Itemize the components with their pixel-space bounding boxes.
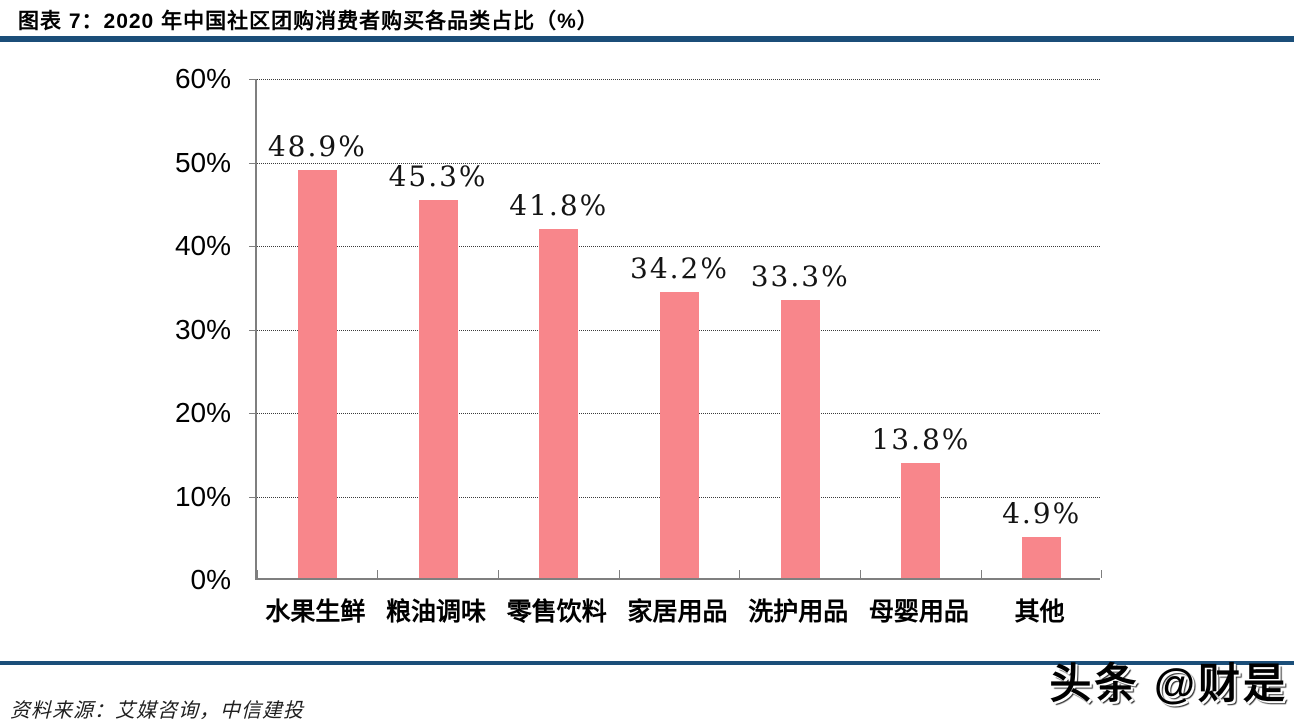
x-axis-label: 洗护用品 bbox=[748, 598, 849, 626]
y-axis-tick-label: 0% bbox=[190, 564, 231, 595]
y-axis-tick bbox=[249, 79, 257, 80]
bar-value-label: 13.8% bbox=[871, 422, 971, 456]
x-axis-tick bbox=[256, 570, 258, 578]
x-axis-label: 母婴用品 bbox=[868, 598, 969, 626]
title-divider bbox=[0, 36, 1294, 42]
bar-6 bbox=[901, 462, 941, 578]
y-axis-tick-label: 20% bbox=[174, 397, 231, 428]
footer-divider bbox=[0, 661, 1294, 665]
y-axis-tick bbox=[249, 413, 257, 414]
plot-area: 48.9% 45.3% 41.8% 34.2% 33.3% 13.8% 4.9% bbox=[249, 79, 1102, 580]
gridline bbox=[257, 162, 1100, 164]
gridline bbox=[257, 79, 1100, 80]
chart-title: 图表 7：2020 年中国社区团购消费者购买各品类占比（%） bbox=[18, 10, 599, 33]
x-axis-tick bbox=[1101, 570, 1102, 578]
y-axis-tick bbox=[249, 329, 257, 331]
x-axis-tick bbox=[497, 570, 499, 578]
x-axis-tick bbox=[618, 570, 620, 578]
y-axis-tick-label: 50% bbox=[174, 146, 231, 178]
bar-value-label: 48.9% bbox=[267, 129, 367, 163]
x-axis-labels: 水果生鲜 粮油调味 零售饮料 家居用品 洗护用品 母婴用品 其他 bbox=[255, 596, 1100, 632]
bar-2 bbox=[418, 199, 458, 578]
bar-4 bbox=[660, 292, 699, 578]
y-axis-labels: 0% 10% 20% 30% 40% 50% 60% bbox=[0, 64, 243, 595]
y-axis-tick bbox=[249, 496, 257, 498]
bar-5 bbox=[780, 299, 820, 578]
x-axis-label: 其他 bbox=[1014, 598, 1065, 626]
source-note: 资料来源：艾媒咨询，中信建投 bbox=[10, 700, 304, 722]
y-axis-tick-label: 40% bbox=[174, 230, 231, 261]
x-axis-tick bbox=[739, 570, 741, 578]
bar-value-label: 33.3% bbox=[750, 259, 850, 293]
gridline bbox=[257, 246, 1100, 247]
x-axis-label: 粮油调味 bbox=[386, 598, 487, 626]
bar-value-label: 34.2% bbox=[630, 252, 729, 286]
bar-value-label: 45.3% bbox=[388, 159, 488, 193]
x-axis-label: 水果生鲜 bbox=[265, 598, 366, 626]
bar-value-label: 4.9% bbox=[1002, 497, 1082, 531]
x-axis-tick bbox=[980, 570, 982, 578]
y-axis-tick-label: 60% bbox=[174, 63, 231, 94]
y-axis-tick-label: 30% bbox=[174, 313, 231, 345]
y-axis-tick bbox=[249, 162, 257, 164]
bar-3 bbox=[539, 228, 579, 578]
bar-7 bbox=[1022, 537, 1062, 578]
watermark: 头条 @财是 bbox=[1049, 660, 1288, 707]
x-axis-label: 家居用品 bbox=[627, 598, 728, 626]
x-axis-tick bbox=[377, 570, 379, 578]
bar-value-label: 41.8% bbox=[509, 188, 609, 222]
y-axis-tick bbox=[249, 246, 257, 247]
y-axis-tick-label: 10% bbox=[174, 480, 231, 512]
x-axis-label: 零售饮料 bbox=[506, 598, 607, 626]
x-axis-tick bbox=[860, 570, 862, 578]
bar-1 bbox=[297, 169, 337, 578]
